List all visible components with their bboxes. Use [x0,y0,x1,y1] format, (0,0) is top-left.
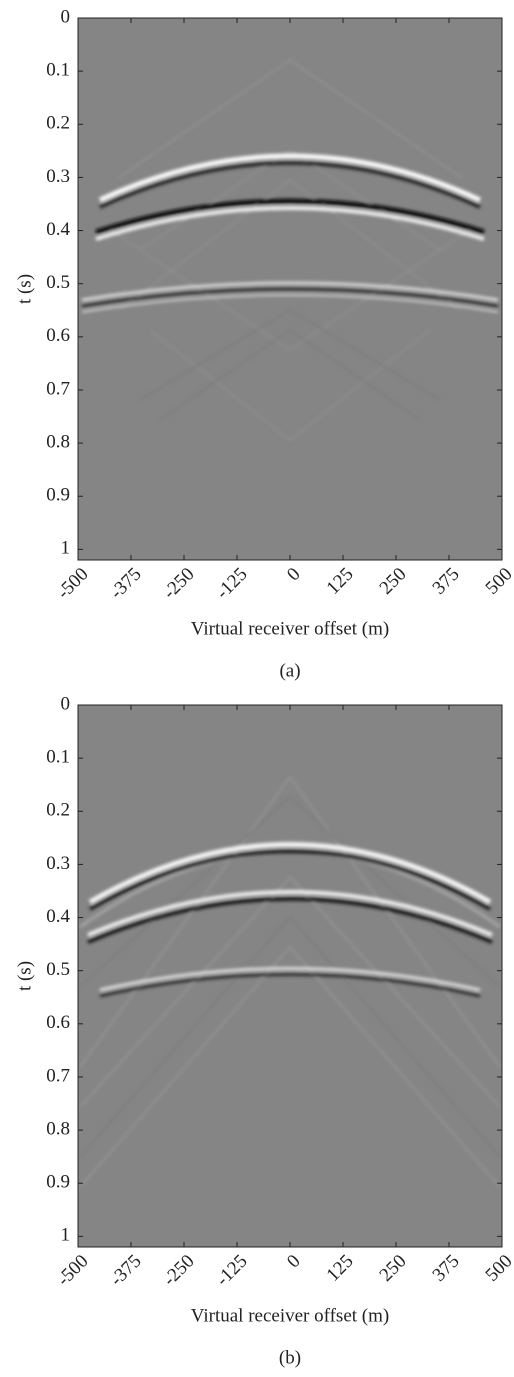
x-axis-label: Virtual receiver offset (m) [191,618,389,639]
panel: 0 0.1 0.2 0.3 0.4 0.5 0.6 0.7 0.8 0.9 1 -500 -375 -25… [14,6,514,681]
y-axis-label: t (s) [14,961,35,991]
y-tick-label: 0.3 [46,853,70,874]
x-axis-label: Virtual receiver offset (m) [191,1305,389,1326]
seismic-image [79,775,501,1188]
y-tick-label: 1 [61,1225,71,1246]
y-tick-label: 0 [61,693,71,714]
seismic-image [81,59,499,441]
y-tick-label: 0.2 [46,800,70,821]
x-tick-label: -500 [53,564,92,603]
x-tick-label: 0 [283,1251,305,1273]
y-tick-label: 0.7 [46,378,70,399]
y-tick-label: 0.4 [46,219,70,240]
caption: (a) [279,660,300,681]
y-tick-label: 1 [61,538,71,559]
x-tick-label: 500 [482,564,514,599]
y-axis-label: t (s) [14,274,35,304]
panel: 0 0.1 0.2 0.3 0.4 0.5 0.6 0.7 0.8 0.9 1 -500 -375 -25… [14,693,514,1368]
x-tick-label: -500 [53,1251,92,1290]
x-tick-label: -125 [212,1251,251,1290]
y-tick-label: 0.1 [46,59,70,80]
x-tick-label: -125 [212,564,251,603]
x-tick-label: 375 [429,1251,464,1286]
x-tick-label: 250 [376,1251,411,1286]
y-tick-label: 0.8 [46,1118,70,1139]
x-tick-label: -375 [106,1251,145,1290]
caption: (b) [279,1347,301,1368]
y-tick-label: 0.2 [46,113,70,134]
y-tick-label: 0.7 [46,1065,70,1086]
x-tick-label: 250 [376,564,411,599]
y-tick-label: 0.1 [46,746,70,767]
x-tick-label: 500 [482,1251,514,1286]
y-tick-label: 0.6 [46,1012,70,1033]
y-tick-label: 0.9 [46,485,70,506]
y-tick-label: 0.8 [46,431,70,452]
y-tick-label: 0.3 [46,166,70,187]
y-tick-label: 0.6 [46,325,70,346]
y-tick-label: 0 [61,6,71,27]
x-tick-label: -375 [106,564,145,603]
x-tick-label: 375 [429,564,464,599]
x-tick-label: -250 [159,1251,198,1290]
y-tick-label: 0.5 [46,959,70,980]
x-tick-label: -250 [159,564,198,603]
y-tick-label: 0.5 [46,272,70,293]
y-tick-label: 0.9 [46,1172,70,1193]
x-tick-label: 125 [323,1251,358,1286]
y-tick-label: 0.4 [46,906,70,927]
x-tick-label: 125 [323,564,358,599]
x-tick-label: 0 [283,564,305,586]
